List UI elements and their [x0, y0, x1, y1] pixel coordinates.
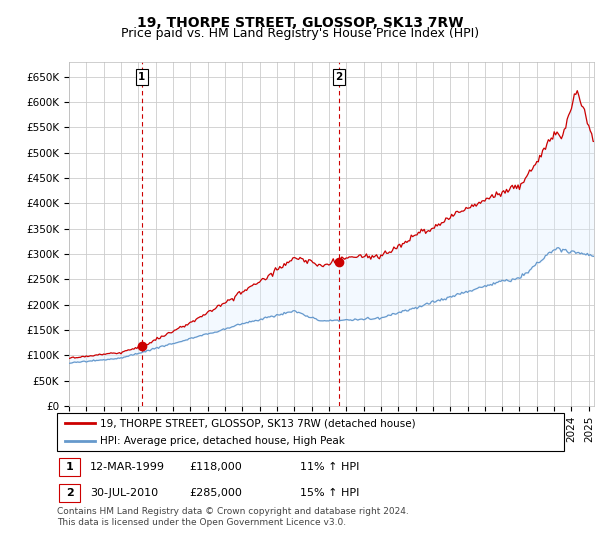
- Text: £118,000: £118,000: [189, 462, 242, 472]
- Text: 2: 2: [66, 488, 74, 498]
- Text: £285,000: £285,000: [189, 488, 242, 498]
- Text: 19, THORPE STREET, GLOSSOP, SK13 7RW (detached house): 19, THORPE STREET, GLOSSOP, SK13 7RW (de…: [100, 418, 416, 428]
- Text: 19, THORPE STREET, GLOSSOP, SK13 7RW: 19, THORPE STREET, GLOSSOP, SK13 7RW: [137, 16, 463, 30]
- Text: 15% ↑ HPI: 15% ↑ HPI: [301, 488, 360, 498]
- Bar: [59, 484, 80, 502]
- Text: HPI: Average price, detached house, High Peak: HPI: Average price, detached house, High…: [100, 436, 345, 446]
- Text: 1: 1: [66, 462, 74, 472]
- Text: 1: 1: [138, 72, 145, 82]
- Text: 11% ↑ HPI: 11% ↑ HPI: [301, 462, 360, 472]
- Text: 12-MAR-1999: 12-MAR-1999: [90, 462, 165, 472]
- Text: 2: 2: [335, 72, 343, 82]
- Text: Contains HM Land Registry data © Crown copyright and database right 2024.
This d: Contains HM Land Registry data © Crown c…: [57, 507, 409, 527]
- Bar: [59, 458, 80, 476]
- Text: Price paid vs. HM Land Registry's House Price Index (HPI): Price paid vs. HM Land Registry's House …: [121, 27, 479, 40]
- Text: 30-JUL-2010: 30-JUL-2010: [90, 488, 158, 498]
